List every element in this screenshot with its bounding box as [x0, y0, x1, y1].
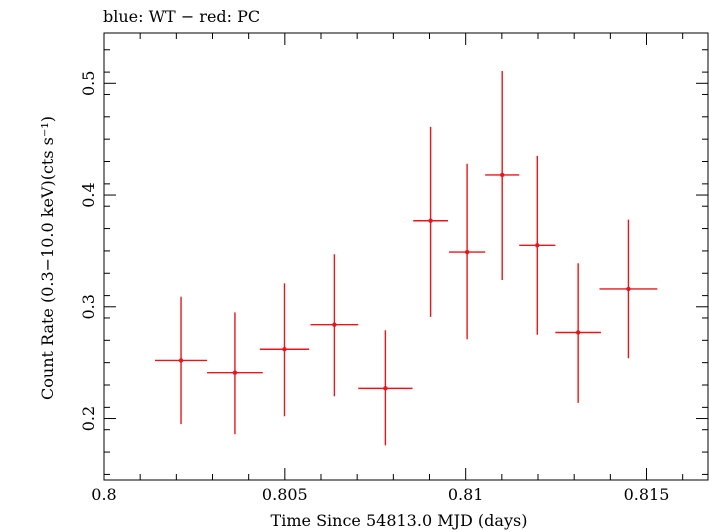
data-point [310, 254, 359, 397]
y-tick-label: 0.5 [79, 71, 98, 96]
y-tick-label: 0.2 [79, 406, 98, 431]
y-tick-label: 0.3 [79, 294, 98, 319]
x-axis-label: Time Since 54813.0 MJD (days) [271, 511, 528, 530]
data-point [358, 330, 413, 446]
data-point [449, 163, 486, 340]
data-point [519, 155, 556, 335]
x-tick-label: 0.815 [624, 485, 670, 504]
data-marker [383, 386, 388, 391]
chart-title: blue: WT − red: PC [103, 7, 260, 26]
x-tick-label: 0.81 [448, 485, 484, 504]
data-marker [500, 172, 505, 178]
data-point [599, 219, 658, 359]
data-marker [428, 218, 433, 223]
data-point [413, 126, 448, 317]
plot-frame [103, 32, 709, 481]
data-points [154, 70, 658, 446]
data-marker [464, 249, 470, 255]
data-marker [282, 347, 287, 352]
data-marker [575, 330, 581, 335]
data-marker [626, 286, 631, 292]
data-point [555, 263, 601, 403]
y-axis-label: Count Rate (0.3−10.0 keV)(cts s⁻¹) [38, 116, 57, 400]
data-point [485, 70, 520, 280]
data-point [154, 296, 208, 425]
y-tick-label: 0.4 [79, 182, 98, 207]
data-marker [332, 322, 337, 327]
data-point [207, 312, 263, 435]
x-tick-label: 0.8 [91, 485, 116, 504]
x-tick-label: 0.805 [262, 485, 308, 504]
axes: 0.8 0.805 0.81 0.815 0.2 0.3 0.4 0.5 [79, 32, 709, 504]
data-marker [232, 370, 238, 375]
data-point [259, 283, 310, 417]
data-marker [178, 358, 184, 363]
data-marker [535, 243, 540, 248]
